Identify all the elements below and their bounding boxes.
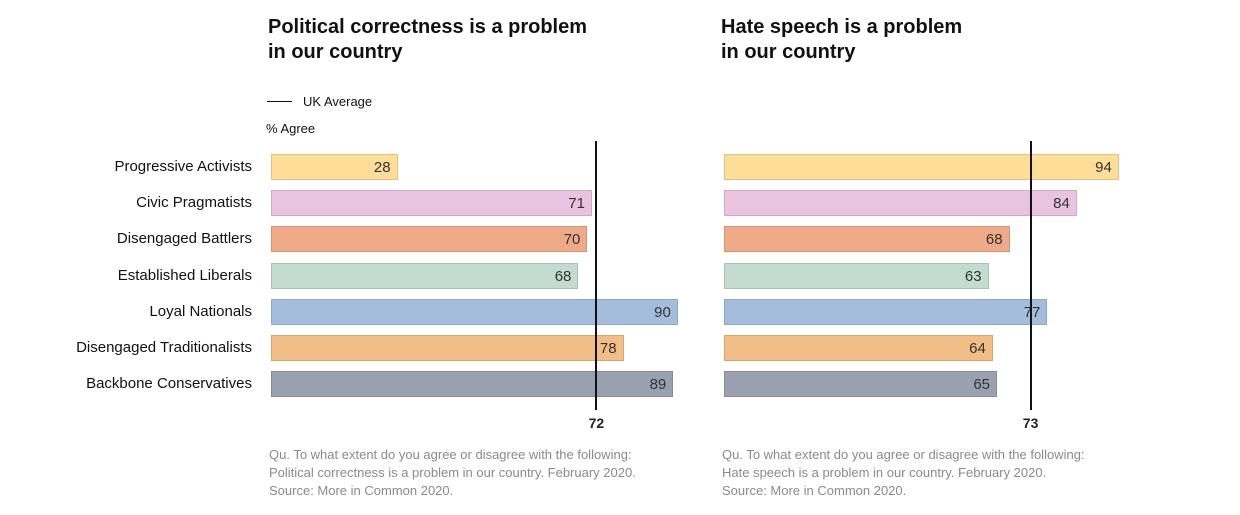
category-label: Civic Pragmatists [136,194,252,212]
bar [724,371,997,398]
chart-title: in our country [268,41,403,63]
axis-label: % Agree [266,121,316,136]
bar [271,190,592,217]
legend-line [267,101,292,102]
value-label: 63 [964,267,982,285]
bar [724,262,989,289]
bar [724,190,1077,217]
legend-label: UK Average [303,94,373,109]
value-label: 89 [649,376,667,394]
value-label: 70 [563,231,581,249]
chart-title: in our country [721,41,856,63]
reference-label: 73 [1022,415,1039,431]
value-label: 84 [1053,195,1070,213]
value-label: 94 [1095,159,1112,176]
value-label: 68 [985,231,1003,249]
category-label: Disengaged Battlers [116,230,252,248]
reference-label: 72 [588,415,605,431]
source-note: Source: More in Common 2020. [722,483,907,498]
value-label: 78 [599,340,617,357]
value-label: 64 [969,340,986,357]
category-label: Backbone Conservatives [86,375,252,393]
bar [271,154,398,180]
source-note: Source: More in Common 2020. [269,483,454,498]
category-label: Progressive Activists [114,158,252,175]
value-label: 77 [1023,303,1041,321]
category-label: Loyal Nationals [149,302,252,320]
bar [271,335,624,361]
bar [724,298,1048,325]
source-note: Qu. To what extent do you agree or disag… [722,447,1085,462]
category-label: Established Liberals [117,266,252,284]
source-note: Hate speech is a problem in our country.… [722,465,1047,480]
bar [271,371,674,398]
bar [724,335,993,361]
reference-line [595,141,598,410]
bar [271,298,678,325]
value-label: 71 [568,195,585,213]
bar [724,154,1119,180]
source-note: Political correctness is a problem in ou… [269,465,636,480]
value-label: 65 [973,376,990,394]
bar [271,226,588,253]
chart-title: Hate speech is a problem [721,16,963,38]
value-label: 90 [654,303,671,321]
chart-title: Political correctness is a problem [268,16,588,38]
value-label: 68 [554,267,572,285]
category-label: Disengaged Traditionalists [76,339,252,356]
value-label: 28 [373,159,391,176]
bar [271,262,579,289]
bar [724,226,1010,253]
source-note: Qu. To what extent do you agree or disag… [269,447,632,462]
reference-line [1029,141,1032,410]
